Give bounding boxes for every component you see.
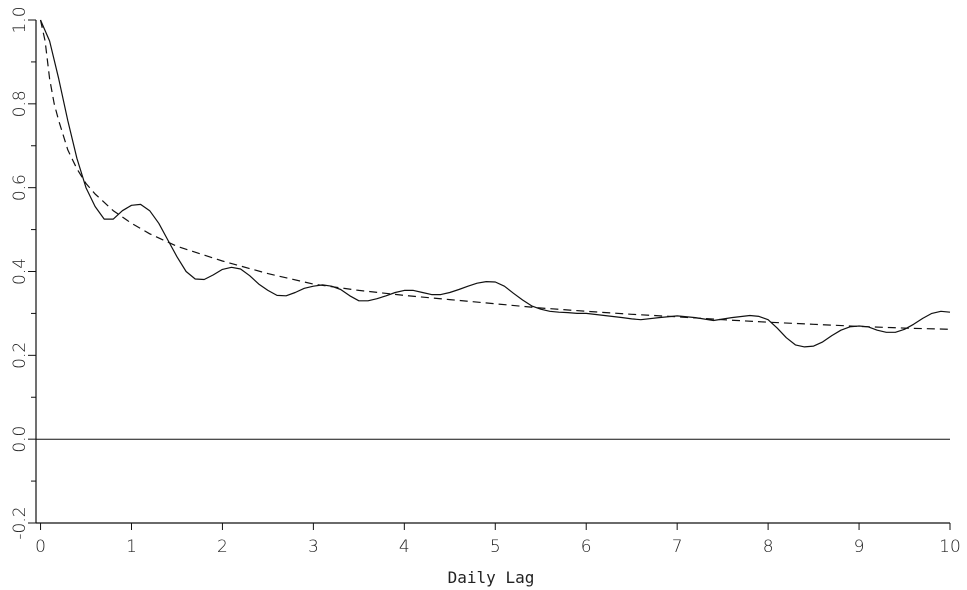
y-tick-label: 0.2 bbox=[10, 342, 30, 369]
y-tick-label: 0.6 bbox=[10, 174, 30, 201]
y-tick-label: 1.0 bbox=[10, 6, 30, 33]
fitted-decay-dashed-line bbox=[39, 19, 951, 330]
x-tick-label: 8 bbox=[763, 537, 774, 557]
x-tick-label: 2 bbox=[217, 537, 228, 557]
x-tick-label: 0 bbox=[35, 537, 46, 557]
x-tick-label: 6 bbox=[581, 537, 592, 557]
y-tick-label: 0.4 bbox=[10, 258, 30, 285]
x-axis-ticks: 0 1 2 3 4 5 6 7 8 9 10 bbox=[35, 523, 961, 557]
x-tick-label: 3 bbox=[308, 537, 319, 557]
y-tick-label: 0.0 bbox=[10, 426, 30, 453]
y-tick-label: -0.2 bbox=[10, 506, 30, 539]
x-tick-label: 1 bbox=[126, 537, 137, 557]
observed-acf-line bbox=[39, 19, 951, 348]
x-axis-title: Daily Lag bbox=[448, 568, 535, 587]
x-tick-label: 10 bbox=[939, 537, 961, 557]
x-tick-label: 7 bbox=[672, 537, 683, 557]
x-tick-label: 9 bbox=[854, 537, 865, 557]
plot-frame bbox=[35, 20, 950, 524]
y-tick-label: 0.8 bbox=[10, 90, 30, 117]
x-tick-label: 4 bbox=[399, 537, 410, 557]
series-layer bbox=[36, 19, 951, 440]
x-tick-label: 5 bbox=[490, 537, 501, 557]
y-axis-ticks: -0.2 0.0 0.2 0.4 0.6 0.8 1.0 bbox=[10, 6, 36, 540]
